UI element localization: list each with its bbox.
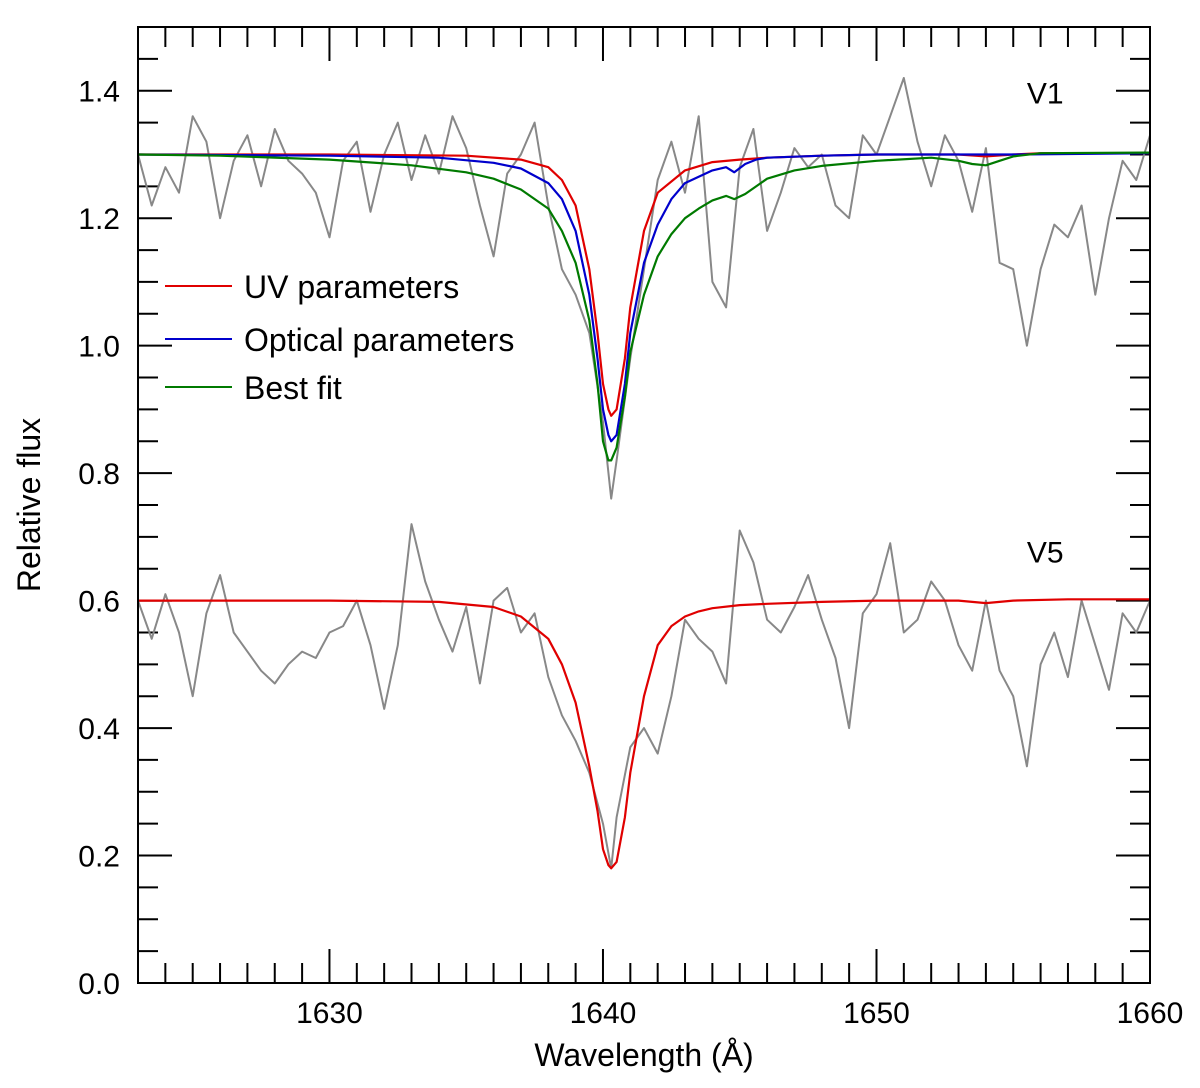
x-axis-label: Wavelength (Å) bbox=[534, 1037, 753, 1073]
series-v1-best-fit bbox=[137, 151, 1151, 462]
series-layer bbox=[137, 77, 1151, 870]
y-tick-label: 0.0 bbox=[78, 968, 120, 1001]
y-tick-label: 1.2 bbox=[78, 203, 120, 236]
y-tick-label: 0.4 bbox=[78, 713, 120, 746]
y-tick-label: 0.6 bbox=[78, 586, 120, 619]
x-tick-label: 1660 bbox=[1117, 997, 1184, 1030]
y-tick-label: 1.0 bbox=[78, 331, 120, 364]
plot-frame bbox=[137, 26, 1151, 984]
series-v5-uv-parameters bbox=[138, 598, 1150, 870]
legend-label-uv-parameters: UV parameters bbox=[244, 269, 459, 305]
y-tick-label: 0.8 bbox=[78, 458, 120, 491]
y-tick-label: 1.4 bbox=[78, 76, 120, 109]
legend: UV parameters Optical parameters Best fi… bbox=[165, 269, 514, 406]
annotation-v1: V1 bbox=[1027, 77, 1064, 110]
x-tick-label: 1650 bbox=[843, 997, 910, 1030]
annotation-v5: V5 bbox=[1027, 536, 1064, 569]
tick-labels: 1630 1640 1650 1660 0.0 0.2 0.4 0.6 0.8 1.0 1.2 1.4 bbox=[78, 76, 1183, 1030]
series-v1-observed bbox=[137, 77, 1151, 500]
legend-label-best-fit: Best fit bbox=[244, 370, 342, 406]
x-tick-label: 1630 bbox=[296, 997, 363, 1030]
series-v1-optical-parameters bbox=[137, 152, 1151, 443]
axis-ticks bbox=[137, 26, 1151, 984]
y-axis-label: Relative flux bbox=[11, 418, 47, 592]
y-tick-label: 0.2 bbox=[78, 841, 120, 874]
x-tick-label: 1640 bbox=[570, 997, 637, 1030]
legend-label-optical-parameters: Optical parameters bbox=[244, 322, 514, 358]
